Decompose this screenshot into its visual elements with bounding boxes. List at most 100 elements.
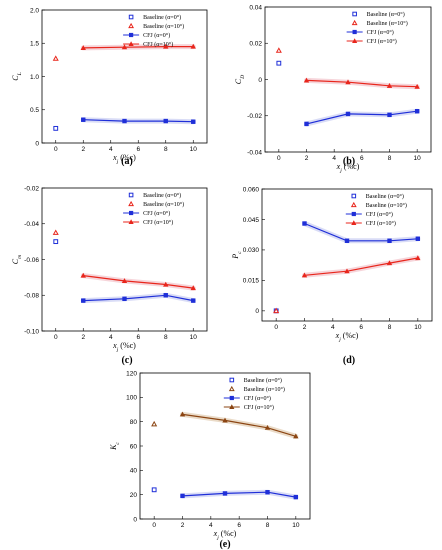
series-line [306,79,418,88]
y-tick-label: 60 [130,443,138,450]
data-point [414,109,420,114]
chart-panel-3: 0 2 4 6 8 10 -0.10 -0.08 -0.06 -0.04 -0.02 xj (%c) C… [11,185,208,366]
legend-label: Baseline (α=0°) [367,11,405,18]
data-point [163,43,169,49]
x-tick-label: 0 [54,334,58,341]
y-axis-label: Kc [109,442,121,451]
legend-label: Baseline (α=0°) [366,193,404,200]
y-axis-label: CL [11,72,23,80]
x-tick-label: 8 [388,324,392,331]
data-point [190,285,196,291]
series-line [304,222,418,242]
legend-marker [352,11,357,17]
data-point [163,118,168,124]
series-line [83,46,194,49]
panel-label: (c) [121,355,132,366]
data-point [179,411,186,417]
legend-marker [129,210,134,216]
data-point [415,236,421,241]
y-tick-label: 2.0 [30,7,39,14]
data-point [191,119,196,124]
legend-label: Baseline (α=10°) [143,201,184,208]
y-tick-label: -0.04 [24,221,39,228]
legend-label: Baseline (α=10°) [367,20,408,27]
data-point [190,43,196,49]
legend-label: Baseline (α=10°) [143,23,184,30]
data-point [301,272,308,278]
series-line [182,491,296,498]
y-tick-label: 0 [133,516,137,523]
legend-marker [351,220,357,225]
y-axis-label: CD [234,75,246,84]
data-point [163,281,169,287]
data-point [293,433,299,439]
data-point [80,45,86,50]
legend-marker [128,219,134,224]
data-point [345,79,351,85]
legend-label: CFJ (α=10°) [143,41,173,48]
x-tick-label: 2 [181,522,185,529]
x-tick-label: 6 [136,334,140,341]
data-point [273,307,280,314]
x-tick-label: 6 [136,146,140,153]
y-tick-label: 0 [255,308,259,315]
y-tick-label: 40 [130,468,138,475]
y-tick-label: -0.04 [247,149,262,156]
y-tick-label: 0.045 [243,217,260,224]
series-band [302,221,421,244]
legend-marker [128,41,134,46]
y-tick-label: -0.02 [24,185,39,192]
x-tick-label: 2 [303,324,307,331]
legend-label: Baseline (α=10°) [244,386,285,393]
x-tick-label: 10 [414,155,422,162]
chart-panel-1: 0 2 4 6 8 10 0 0.5 1.0 1.5 2.0 xj (%c) CL Baseline (α… [11,7,208,167]
x-tick-label: 4 [331,324,335,331]
y-tick-label: 0.04 [249,4,262,11]
x-axis-label: xj (%c) [335,331,359,343]
data-point [304,121,309,127]
legend-marker [351,211,356,217]
y-tick-label: 80 [130,419,138,426]
data-point [293,494,299,500]
series-line [182,413,296,437]
legend-marker [350,201,357,208]
y-axis-label: Cm [11,255,23,264]
chart-panel-2: 0 2 4 6 8 10 -0.04 -0.02 0 0.02 0.04 xj (%c) CD Basel… [234,4,432,174]
panel-label: (a) [121,156,133,167]
x-tick-label: 10 [190,334,198,341]
x-tick-label: 10 [190,146,198,153]
y-tick-label: 1.5 [30,41,39,48]
x-tick-label: 2 [81,334,85,341]
chart-panel-4: 0 2 4 6 8 10 0 0.015 0.030 0.045 0.060 xj (%c) Pc Bas… [231,186,433,366]
x-tick-label: 10 [414,324,422,331]
plot-frame [41,187,208,332]
legend-label: Baseline (α=0°) [143,192,181,199]
x-tick-label: 6 [237,522,241,529]
y-tick-label: -0.06 [24,257,39,264]
x-tick-label: 8 [388,155,392,162]
legend-label: CFJ (α=0°) [366,211,393,218]
legend-marker [351,193,357,199]
legend-label: CFJ (α=10°) [367,38,397,45]
y-tick-label: -0.10 [24,328,39,335]
x-tick-label: 8 [266,522,270,529]
y-tick-label: 20 [130,492,138,499]
data-point [386,260,393,266]
legend-marker [229,377,235,383]
x-tick-label: 0 [274,324,278,331]
data-point [163,293,168,298]
y-tick-label: -0.08 [24,293,39,300]
x-tick-label: 2 [305,155,309,162]
series-line [83,275,194,289]
x-tick-label: 2 [81,146,85,153]
legend-marker [128,14,134,20]
data-point [151,487,157,493]
legend-marker [229,404,235,409]
data-point [122,296,127,302]
data-point [264,424,271,430]
y-tick-label: 100 [126,395,137,402]
data-point [180,493,185,499]
data-point [222,491,228,496]
legend-label: Baseline (α=0°) [143,14,181,21]
data-point [222,417,228,423]
